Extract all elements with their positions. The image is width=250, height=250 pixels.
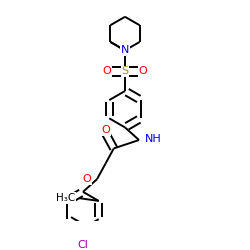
- Text: O: O: [102, 66, 111, 76]
- Text: O: O: [139, 66, 147, 76]
- Text: S: S: [122, 66, 128, 76]
- Text: N: N: [121, 46, 129, 56]
- Text: O: O: [83, 174, 92, 184]
- Text: H₃C: H₃C: [56, 193, 75, 203]
- Text: NH: NH: [144, 134, 161, 143]
- Text: Cl: Cl: [78, 240, 88, 250]
- Text: O: O: [101, 125, 110, 135]
